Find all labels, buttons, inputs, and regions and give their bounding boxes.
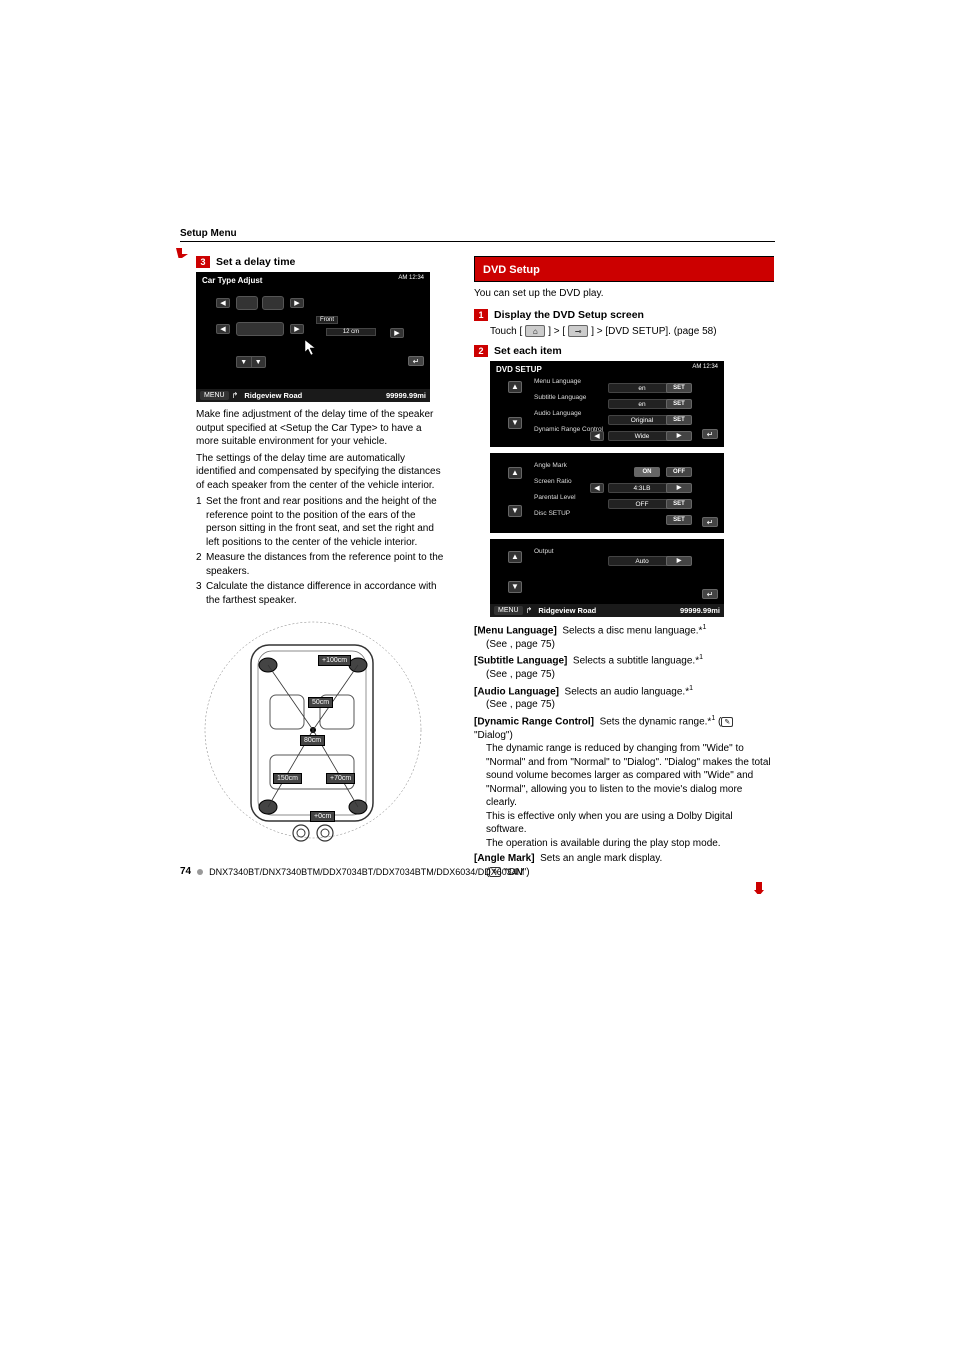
definition-term: [Menu Language]	[474, 625, 557, 636]
settings-slider-icon: ⊸	[568, 325, 588, 337]
nav-arrow-icon: ↱	[526, 606, 533, 615]
step-title: Display the DVD Setup screen	[494, 309, 644, 321]
clock-label: AM 12:34	[692, 364, 718, 370]
distance-value: 12 cm	[326, 328, 376, 336]
step-number-1: 1	[474, 309, 488, 321]
car-type-adjust-screenshot: Car Type Adjust AM 12:34 ◀ ▶ ◀ ▶ Front 1…	[196, 272, 430, 402]
definition-sub: The operation is available during the pl…	[486, 837, 774, 851]
page-number: 74	[180, 866, 191, 877]
back-icon: ↵	[408, 356, 424, 366]
scroll-up-icon: ▲	[508, 381, 522, 393]
definition-term: [Audio Language]	[474, 686, 559, 697]
bullet-icon	[197, 869, 203, 875]
menu-button: MENU	[200, 391, 229, 400]
scroll-down-icon: ▼	[508, 505, 522, 517]
next-arrow-icon: ▶	[290, 324, 304, 334]
pointer-icon	[302, 340, 320, 358]
car-icon	[236, 296, 258, 310]
next-arrow-icon: ▶	[390, 328, 404, 338]
prev-arrow-icon: ◀	[216, 324, 230, 334]
paragraph: The settings of the delay time are autom…	[196, 452, 446, 493]
nav-arrow-icon: ↱	[232, 391, 239, 400]
definition-sub: The dynamic range is reduced by changing…	[486, 742, 774, 810]
diagram-label: 80cm	[300, 735, 325, 746]
diagram-label: +100cm	[318, 655, 351, 666]
diagram-label: 50cm	[308, 697, 333, 708]
continuation-arrow-icon	[176, 248, 188, 258]
definition-item: [Audio Language] Selects an audio langua…	[474, 684, 774, 712]
continuation-arrow-icon	[754, 882, 764, 894]
section-header: Setup Menu	[180, 228, 775, 242]
scroll-down-icon: ▼	[508, 417, 522, 429]
definition-term: [Subtitle Language]	[474, 656, 567, 667]
diagram-label: 150cm	[273, 773, 302, 784]
scroll-down-icon: ▼	[508, 581, 522, 593]
prev-arrow-icon: ◀	[216, 298, 230, 308]
menu-button: MENU	[494, 606, 523, 615]
back-icon: ↵	[702, 429, 718, 439]
front-label: Front	[316, 316, 338, 324]
dvd-setup-screen-2: ▲ ▼ Angle MarkONOFFScreen Ratio◀4:3LB▶Pa…	[490, 453, 724, 533]
default-icon: ✎	[721, 717, 733, 727]
prev-arrow-icon: ◀	[590, 431, 604, 441]
list-item: 3Calculate the distance difference in ac…	[196, 580, 446, 607]
paragraph: Make fine adjustment of the delay time o…	[196, 408, 446, 449]
list-item: 1Set the front and rear positions and th…	[196, 495, 446, 549]
definition-sub: (See , page 75)	[486, 638, 774, 652]
screen-title: DVD SETUP	[496, 365, 542, 374]
home-icon: ⌂	[525, 325, 545, 337]
definition-sub: (See , page 75)	[486, 698, 774, 712]
definition-item: [Subtitle Language] Selects a subtitle l…	[474, 653, 774, 681]
dvd-setup-screen-1: DVD SETUP AM 12:34 ▲ ▼ Menu LanguageenSE…	[490, 361, 724, 447]
set-button: ▶	[666, 431, 692, 441]
back-icon: ↵	[702, 517, 718, 527]
step-number-2: 2	[474, 345, 488, 357]
road-name: Ridgeview Road	[244, 391, 302, 400]
left-column: 3 Set a delay time Car Type Adjust AM 12…	[180, 256, 446, 899]
page-footer: 74 DNX7340BT/DNX7340BTM/DDX7034BT/DDX703…	[180, 866, 524, 877]
numbered-list: 1Set the front and rear positions and th…	[196, 495, 446, 607]
set-button: SET	[666, 515, 692, 525]
scroll-up-icon: ▲	[508, 467, 522, 479]
definition-term: [Dynamic Range Control]	[474, 716, 594, 727]
step-title: Set a delay time	[216, 256, 295, 268]
list-item: 2Measure the distances from the referenc…	[196, 551, 446, 578]
step-title: Set each item	[494, 345, 562, 357]
back-icon: ↵	[702, 589, 718, 599]
definition-item: [Menu Language] Selects a disc menu lang…	[474, 623, 774, 651]
set-button: ▶	[666, 556, 692, 566]
definition-term: [Angle Mark]	[474, 853, 535, 864]
model-list: DNX7340BT/DNX7340BTM/DDX7034BT/DDX7034BT…	[209, 867, 524, 877]
screenshot-title: Car Type Adjust	[202, 276, 262, 285]
road-name: Ridgeview Road	[538, 606, 596, 615]
definition-sub: (See , page 75)	[486, 668, 774, 682]
next-arrow-icon: ▶	[290, 298, 304, 308]
diagram-label: +70cm	[326, 773, 355, 784]
clock-label: AM 12:34	[398, 275, 424, 281]
odometer: 99999.99mi	[386, 391, 426, 400]
car-icon	[262, 296, 284, 310]
diagram-label: +0cm	[310, 811, 335, 822]
intro-text: You can set up the DVD play.	[474, 288, 774, 299]
step-number-3: 3	[196, 256, 210, 268]
dvd-setup-screen-3: ▲ ▼ Output Auto ▶ ↵ MENU ↱ Ridgeview Roa…	[490, 539, 724, 617]
right-column: DVD Setup You can set up the DVD play. 1…	[474, 256, 774, 899]
definition-list: [Menu Language] Selects a disc menu lang…	[474, 623, 774, 712]
car-icon	[236, 322, 284, 336]
banner-title: DVD Setup	[483, 264, 540, 276]
section-banner: DVD Setup	[474, 256, 774, 282]
scroll-up-icon: ▲	[508, 551, 522, 563]
car-interior-diagram: +100cm 50cm 80cm 150cm +70cm +0cm	[196, 615, 430, 845]
paging-buttons: ▼ ▼	[236, 356, 266, 368]
definition-sub: This is effective only when you are usin…	[486, 810, 774, 837]
touch-instruction: Touch [ ⌂ ] > [ ⊸ ] > [DVD SETUP]. (page…	[490, 325, 774, 337]
setting-label: Output	[534, 548, 554, 555]
definition-item: [Dynamic Range Control] Sets the dynamic…	[474, 714, 774, 850]
odometer: 99999.99mi	[680, 606, 720, 615]
